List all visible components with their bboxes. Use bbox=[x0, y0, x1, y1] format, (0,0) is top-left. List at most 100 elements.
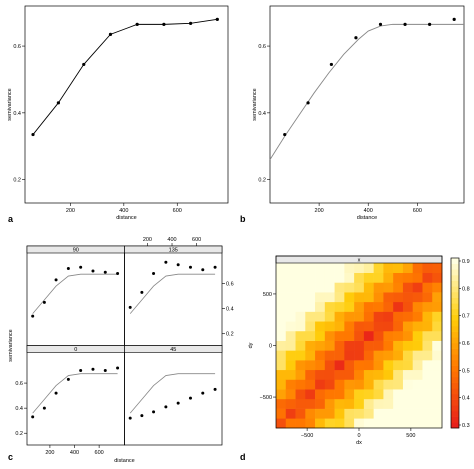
heatmap-cell bbox=[295, 369, 306, 380]
data-point bbox=[152, 272, 156, 276]
heatmap-cell bbox=[363, 301, 374, 312]
heatmap-cell bbox=[363, 379, 374, 390]
data-point bbox=[54, 391, 58, 395]
heatmap-cell bbox=[315, 418, 326, 429]
strip bbox=[124, 345, 223, 353]
heatmap-cell bbox=[295, 263, 306, 274]
heatmap-cell bbox=[315, 292, 326, 303]
heatmap-cell bbox=[295, 389, 306, 400]
heatmap-cell bbox=[393, 398, 404, 409]
heatmap-cell bbox=[393, 340, 404, 351]
heatmap-cell bbox=[334, 350, 345, 361]
heatmap-cell bbox=[354, 389, 365, 400]
heatmap-cell bbox=[412, 272, 423, 283]
heatmap-cell bbox=[285, 272, 296, 283]
heatmap-cell bbox=[315, 398, 326, 409]
heatmap-cell bbox=[402, 418, 414, 429]
panel-frame bbox=[26, 245, 125, 346]
heatmap-cell bbox=[373, 311, 384, 322]
data-point bbox=[306, 101, 310, 105]
data-point bbox=[116, 366, 120, 370]
heatmap-cell bbox=[363, 389, 374, 400]
data-point bbox=[82, 62, 86, 67]
colorbar-swatch bbox=[451, 280, 459, 287]
heatmap-cell bbox=[432, 292, 443, 303]
heatmap-cell bbox=[276, 418, 287, 429]
heatmap-cell bbox=[383, 389, 394, 400]
heatmap-cell bbox=[412, 350, 423, 361]
data-point bbox=[91, 367, 95, 371]
colorbar-swatch bbox=[451, 337, 459, 344]
heatmap-cell bbox=[334, 389, 345, 400]
heatmap-cell bbox=[383, 340, 394, 351]
data-point bbox=[213, 265, 217, 269]
panel-label-a: a bbox=[8, 214, 14, 224]
heatmap-cell bbox=[334, 301, 345, 312]
heatmap-cell bbox=[315, 282, 326, 293]
colorbar-swatch bbox=[451, 292, 459, 298]
series-line bbox=[32, 18, 218, 135]
heatmap-cell bbox=[276, 282, 287, 293]
heatmap-cell bbox=[373, 292, 384, 303]
heatmap-cell bbox=[412, 379, 423, 390]
heatmap-cell bbox=[285, 321, 296, 332]
heatmap-cell bbox=[393, 418, 404, 429]
heatmap-cell bbox=[354, 340, 365, 351]
heatmap-cell bbox=[305, 272, 316, 283]
heatmap-cell bbox=[432, 330, 443, 341]
heatmap-cell bbox=[422, 330, 433, 341]
heatmap-cell bbox=[334, 282, 345, 293]
heatmap-cell bbox=[315, 321, 326, 332]
heatmap-cell bbox=[305, 292, 316, 303]
colorbar-swatch bbox=[451, 371, 459, 378]
colorbar-swatch bbox=[451, 331, 459, 338]
heatmap-cell bbox=[295, 379, 306, 390]
colorbar-swatch bbox=[451, 275, 459, 281]
heatmap-cell bbox=[393, 360, 404, 371]
heatmap-cell bbox=[344, 282, 355, 293]
heatmap-cell bbox=[276, 360, 287, 371]
heatmap-cell bbox=[402, 272, 414, 283]
strip-label: 90 bbox=[73, 248, 79, 254]
heatmap-cell bbox=[276, 311, 287, 322]
heatmap-cell bbox=[295, 330, 306, 341]
heatmap-cell bbox=[383, 350, 394, 361]
heatmap-cell bbox=[285, 418, 296, 429]
data-point bbox=[103, 270, 107, 274]
heatmap-cell bbox=[412, 282, 423, 293]
heatmap-cell bbox=[344, 389, 355, 400]
data-point bbox=[66, 377, 70, 381]
y-tick-label: 0.2 bbox=[258, 178, 266, 184]
heatmap-cell bbox=[432, 389, 443, 400]
heatmap-cell bbox=[432, 311, 443, 322]
fit-curve bbox=[32, 373, 118, 414]
colorbar-swatch bbox=[451, 314, 459, 321]
heatmap-cell bbox=[402, 321, 414, 332]
y-tick-label: 0.6 bbox=[15, 381, 23, 387]
heatmap-cell bbox=[422, 398, 433, 409]
heatmap-cell bbox=[422, 360, 433, 371]
heatmap-cell bbox=[334, 379, 345, 390]
x-axis-label: dx bbox=[356, 440, 362, 446]
x-tick-label: 0 bbox=[357, 433, 360, 439]
heatmap-cell bbox=[305, 408, 316, 419]
heatmap-cell bbox=[305, 321, 316, 332]
heatmap-cell bbox=[344, 408, 355, 419]
fit-curve bbox=[129, 373, 216, 414]
heatmap-cell bbox=[305, 369, 316, 380]
heatmap-cell bbox=[344, 360, 355, 371]
colorbar-swatch bbox=[451, 258, 459, 264]
x-axis-label: distance bbox=[114, 458, 135, 464]
y-tick-label: 0.6 bbox=[13, 44, 21, 50]
heatmap-cell bbox=[276, 330, 287, 341]
x-tick-label: 400 bbox=[119, 208, 128, 214]
panel-b: 200 400 600 0.2 0.4 0.6 distance semivariance bbox=[252, 5, 465, 221]
colorbar-swatch bbox=[451, 320, 459, 327]
heatmap-cell bbox=[315, 330, 326, 341]
data-point bbox=[428, 22, 432, 26]
x-tick-label: −500 bbox=[301, 433, 313, 439]
heatmap-cell bbox=[344, 398, 355, 409]
y-axis-label: semivariance bbox=[8, 329, 14, 361]
data-point bbox=[128, 416, 132, 420]
heatmap-cell bbox=[383, 398, 394, 409]
